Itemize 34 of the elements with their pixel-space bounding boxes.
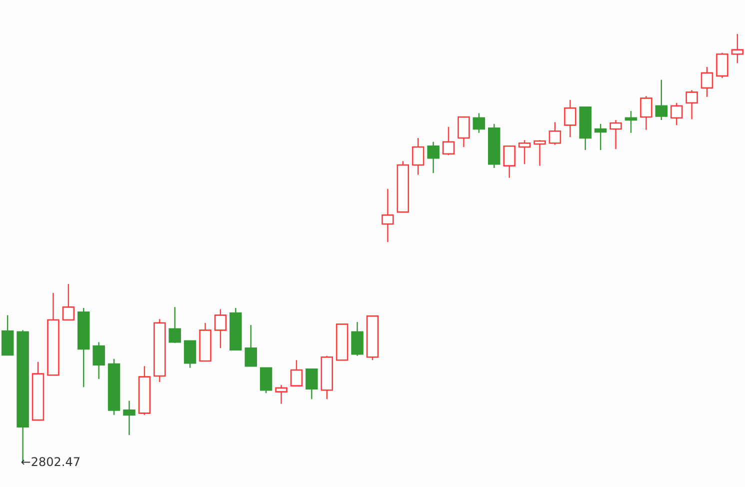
candlestick <box>92 342 105 380</box>
candlestick <box>62 283 75 321</box>
candlestick <box>458 116 470 148</box>
candlestick <box>275 384 288 404</box>
candlestick <box>351 321 364 356</box>
candlestick <box>427 141 440 174</box>
candlestick <box>670 102 683 126</box>
candlestick <box>534 140 546 166</box>
candlestick <box>594 123 607 151</box>
annotation: ←2802.47 <box>20 455 80 469</box>
candlestick <box>382 188 394 243</box>
candlestick <box>260 367 272 394</box>
candlestick <box>123 400 136 436</box>
candlestick <box>472 112 486 134</box>
candlestick <box>184 340 196 368</box>
candlestick <box>442 126 455 156</box>
candlestick <box>518 140 531 165</box>
candlestick <box>168 306 181 344</box>
candlestick <box>624 110 638 134</box>
candlestick <box>564 99 576 138</box>
candlestick <box>610 119 622 150</box>
candlestick <box>503 145 516 178</box>
candlestick <box>306 368 318 400</box>
candlestick <box>700 66 714 98</box>
candlestick <box>290 360 303 386</box>
candlestick <box>640 95 652 130</box>
candlestick <box>686 89 698 120</box>
candlestick <box>412 137 424 176</box>
candlestick <box>655 79 668 121</box>
candlestick <box>716 52 728 79</box>
candlestick <box>244 324 257 367</box>
candlestick <box>548 122 562 146</box>
candlestick <box>1 314 14 356</box>
candlestick <box>214 308 227 349</box>
